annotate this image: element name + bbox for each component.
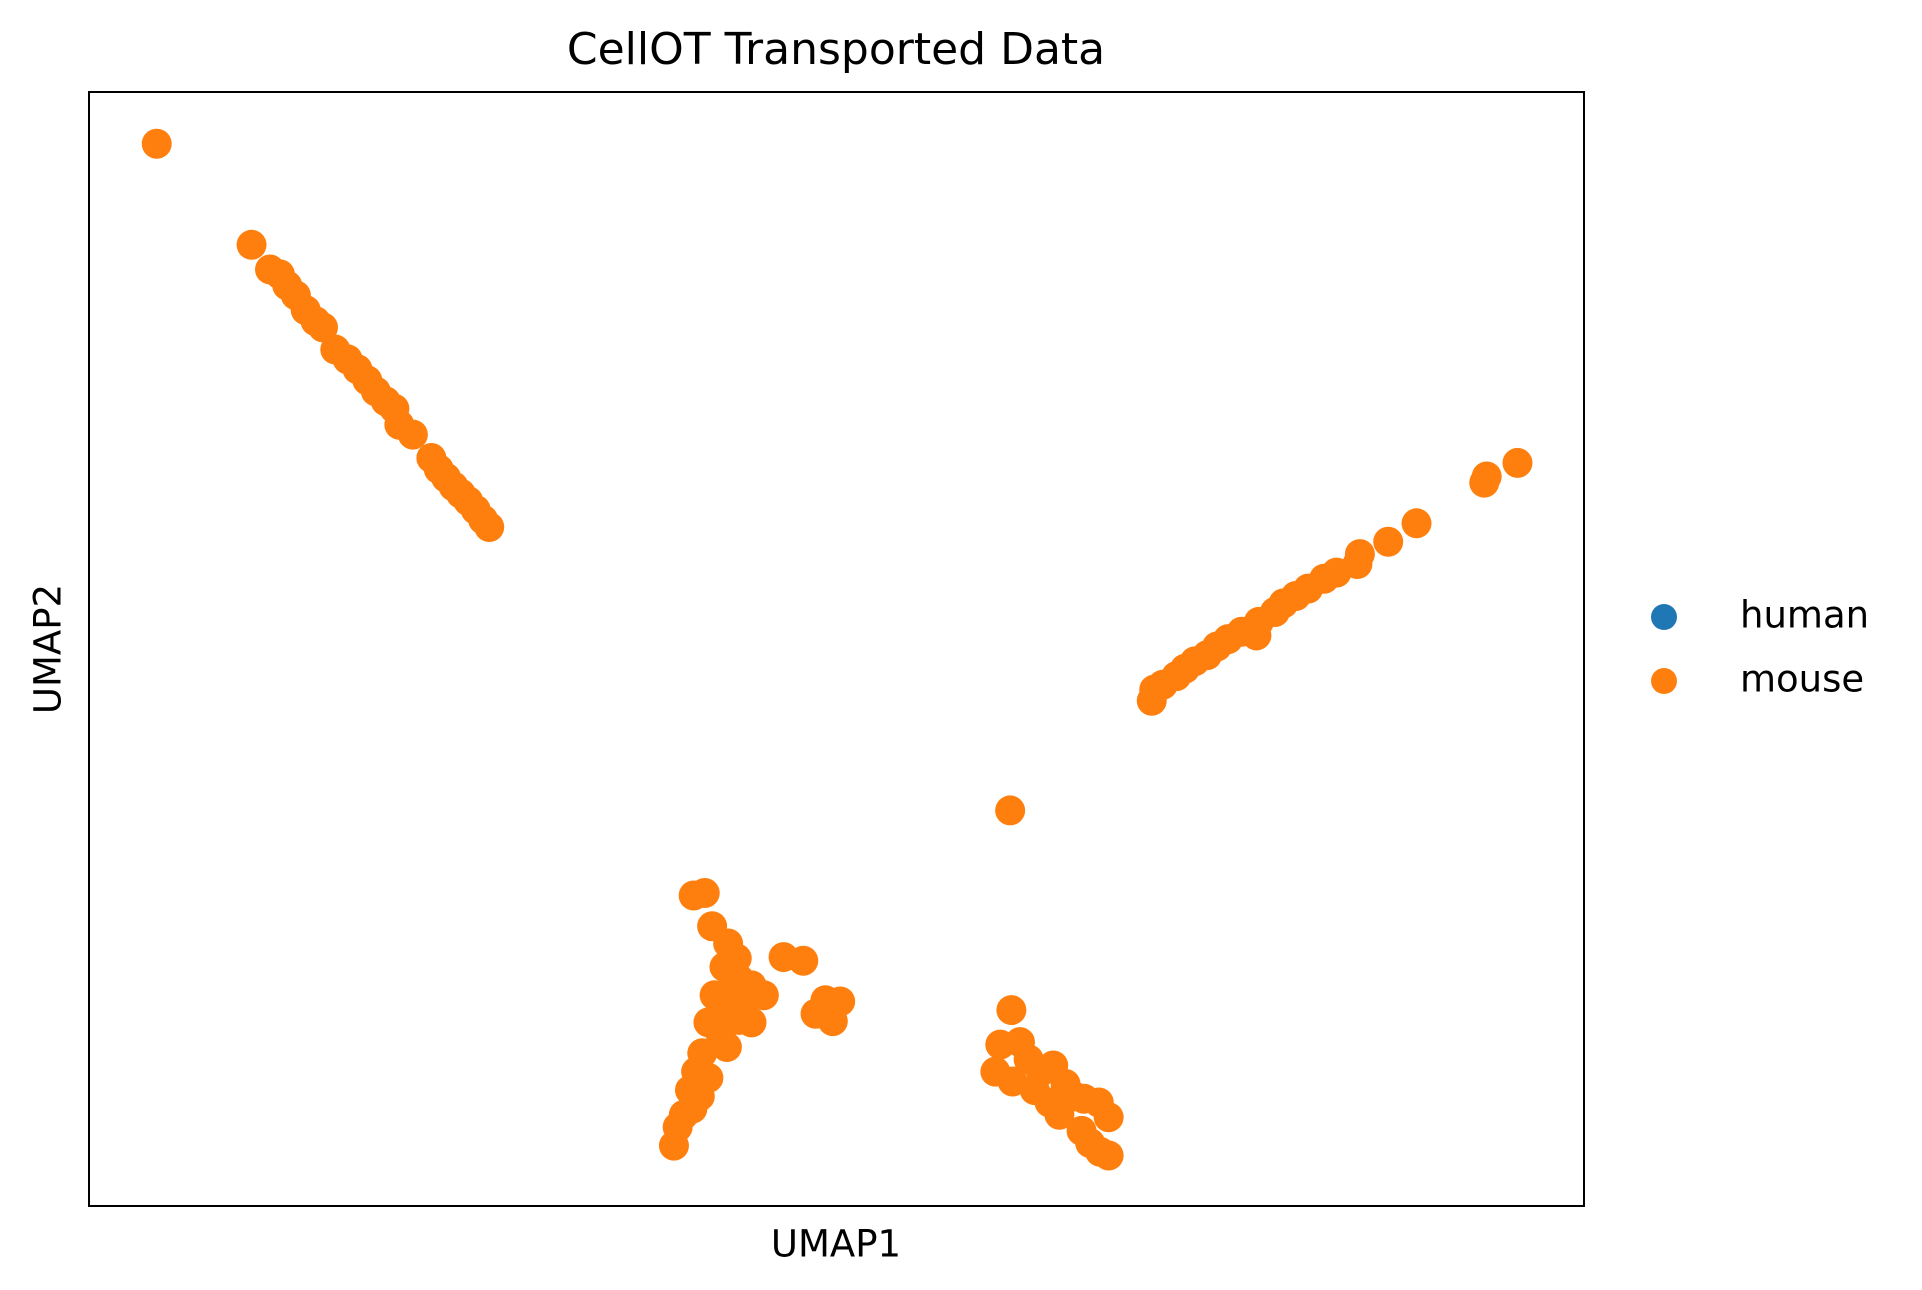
y-axis-label: UMAP2 (27, 584, 70, 714)
point (689, 877, 720, 908)
point (1050, 1069, 1081, 1100)
x-axis-label: UMAP1 (771, 1223, 901, 1266)
point (1471, 461, 1502, 492)
point (658, 1130, 689, 1161)
plot-frame (88, 91, 1585, 1207)
point (1373, 526, 1404, 557)
point (810, 985, 841, 1016)
point (236, 229, 267, 260)
point (718, 970, 749, 1001)
point (307, 312, 338, 343)
point (1401, 508, 1432, 539)
point (748, 980, 779, 1011)
point (711, 1032, 742, 1063)
point (996, 995, 1027, 1026)
point (1502, 447, 1533, 478)
point (995, 795, 1026, 826)
legend: human mouse (1651, 594, 1869, 701)
points (141, 128, 1533, 1171)
legend-marker (1651, 668, 1677, 694)
legend-label: human (1740, 594, 1869, 637)
point (1093, 1102, 1124, 1133)
point (788, 945, 819, 976)
point (141, 128, 172, 159)
point (1344, 539, 1375, 570)
chart-title: CellOT Transported Data (567, 24, 1105, 75)
legend-label: mouse (1740, 658, 1864, 701)
point (474, 512, 505, 543)
point (736, 1007, 767, 1038)
legend-marker (1651, 604, 1677, 630)
point (397, 419, 428, 450)
point (1093, 1140, 1124, 1171)
